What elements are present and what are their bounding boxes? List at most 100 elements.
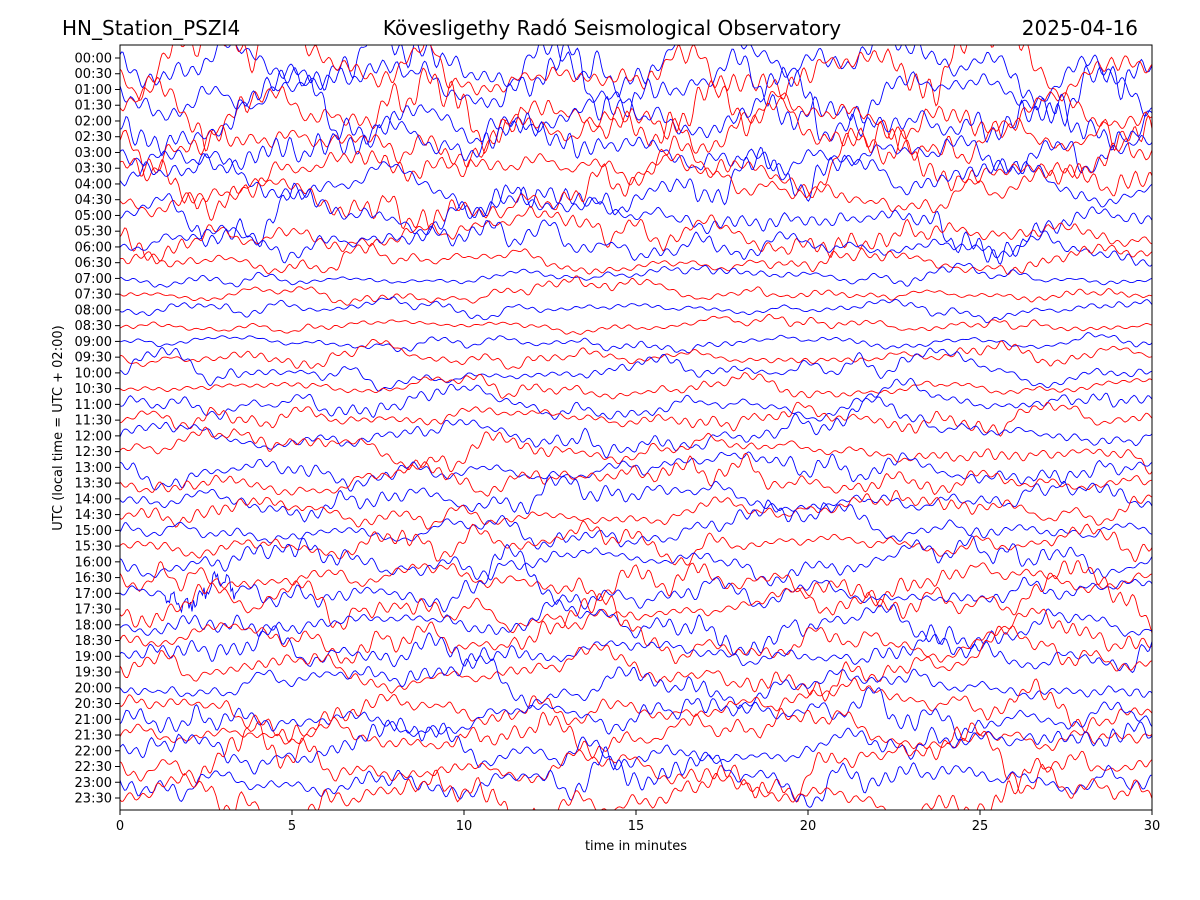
trace-0800 — [120, 296, 1152, 324]
chart-title: Kövesligethy Radó Seismological Observat… — [383, 16, 841, 40]
y-tick-label: 05:00 — [75, 209, 112, 224]
trace-0600 — [120, 219, 1152, 267]
y-axis: 00:0000:3001:0001:3002:0002:3003:0003:30… — [75, 52, 120, 807]
trace-0000 — [120, 45, 1152, 128]
y-tick-label: 01:00 — [75, 83, 112, 98]
x-axis: 0 5 10 15 20 25 30 — [116, 810, 1160, 834]
y-tick-label: 22:00 — [75, 744, 112, 759]
station-title: HN_Station_PSZI4 — [62, 16, 240, 40]
trace-2200 — [120, 717, 1152, 775]
y-tick-label: 08:00 — [75, 303, 112, 318]
trace-1300 — [120, 451, 1152, 492]
trace-0900 — [120, 332, 1152, 354]
y-tick-label: 07:00 — [75, 272, 112, 287]
y-tick-label: 01:30 — [75, 99, 112, 114]
trace-1730 — [120, 560, 1152, 634]
trace-2300 — [120, 746, 1152, 808]
trace-0130 — [120, 67, 1152, 155]
y-tick-label: 20:30 — [75, 697, 112, 712]
trace-0030 — [120, 45, 1152, 107]
trace-2330 — [120, 758, 1152, 810]
y-tick-label: 06:30 — [75, 256, 112, 271]
trace-1130 — [120, 401, 1152, 437]
trace-0700 — [120, 262, 1152, 288]
trace-1530 — [120, 520, 1152, 566]
y-tick-label: 21:30 — [75, 729, 112, 744]
trace-1230 — [120, 426, 1152, 475]
trace-1630 — [120, 560, 1152, 608]
y-tick-label: 02:00 — [75, 114, 112, 129]
y-tick-label: 19:30 — [75, 666, 112, 681]
y-tick-label: 00:00 — [75, 52, 112, 67]
y-tick-label: 20:00 — [75, 681, 112, 696]
trace-1830 — [120, 593, 1152, 665]
y-tick-label: 06:00 — [75, 240, 112, 255]
trace-2230 — [120, 721, 1152, 803]
trace-1030 — [120, 372, 1152, 400]
x-tick-label: 5 — [288, 819, 296, 834]
trace-0100 — [120, 45, 1152, 131]
trace-0300 — [120, 112, 1152, 176]
trace-2100 — [120, 686, 1152, 741]
y-tick-label: 19:00 — [75, 650, 112, 665]
y-tick-label: 05:30 — [75, 225, 112, 240]
y-tick-label: 21:00 — [75, 713, 112, 728]
trace-1500 — [120, 499, 1152, 550]
y-tick-label: 23:00 — [75, 776, 112, 791]
trace-0430 — [120, 135, 1152, 231]
y-tick-label: 18:30 — [75, 634, 112, 649]
y-tick-label: 00:30 — [75, 67, 112, 82]
x-axis-label: time in minutes — [585, 839, 687, 854]
y-tick-label: 09:30 — [75, 351, 112, 366]
x-tick-label: 10 — [456, 819, 473, 834]
date-title: 2025-04-16 — [1022, 16, 1138, 40]
trace-0830 — [120, 313, 1152, 335]
trace-0400 — [120, 146, 1152, 218]
y-tick-label: 04:00 — [75, 177, 112, 192]
y-tick-label: 10:30 — [75, 382, 112, 397]
y-tick-label: 08:30 — [75, 319, 112, 334]
y-tick-label: 15:30 — [75, 540, 112, 555]
y-tick-label: 10:00 — [75, 366, 112, 381]
y-tick-label: 02:30 — [75, 130, 112, 145]
y-tick-label: 15:00 — [75, 524, 112, 539]
trace-1430 — [120, 490, 1152, 530]
y-axis-label: UTC (local time = UTC + 02:00) — [51, 325, 66, 530]
y-tick-label: 09:00 — [75, 335, 112, 350]
plot-frame — [119, 44, 1153, 811]
trace-2000 — [120, 655, 1152, 709]
trace-1200 — [120, 396, 1152, 459]
trace-0930 — [120, 338, 1152, 370]
y-tick-label: 07:30 — [75, 288, 112, 303]
trace-0730 — [120, 275, 1152, 306]
y-tick-label: 14:00 — [75, 492, 112, 507]
trace-1100 — [120, 377, 1152, 422]
trace-1000 — [120, 346, 1152, 392]
y-tick-label: 03:30 — [75, 162, 112, 177]
x-tick-label: 30 — [1144, 819, 1161, 834]
trace-0230 — [120, 80, 1152, 182]
x-tick-label: 0 — [116, 819, 124, 834]
y-tick-label: 12:00 — [75, 429, 112, 444]
x-tick-label: 20 — [800, 819, 817, 834]
y-tick-label: 16:30 — [75, 571, 112, 586]
y-tick-label: 17:30 — [75, 603, 112, 618]
y-tick-label: 03:00 — [75, 146, 112, 161]
trace-0530 — [120, 206, 1152, 262]
y-tick-label: 13:00 — [75, 461, 112, 476]
y-tick-label: 23:30 — [75, 792, 112, 807]
y-tick-label: 22:30 — [75, 760, 112, 775]
trace-0500 — [120, 182, 1152, 265]
x-tick-label: 25 — [972, 819, 989, 834]
traces — [120, 45, 1152, 810]
y-tick-label: 12:30 — [75, 445, 112, 460]
trace-1800 — [120, 599, 1152, 656]
y-tick-label: 13:30 — [75, 477, 112, 492]
trace-1930 — [120, 625, 1152, 703]
trace-0630 — [120, 242, 1152, 276]
trace-0200 — [120, 66, 1152, 157]
y-tick-label: 17:00 — [75, 587, 112, 602]
x-tick-label: 15 — [628, 819, 645, 834]
y-tick-label: 11:00 — [75, 398, 112, 413]
